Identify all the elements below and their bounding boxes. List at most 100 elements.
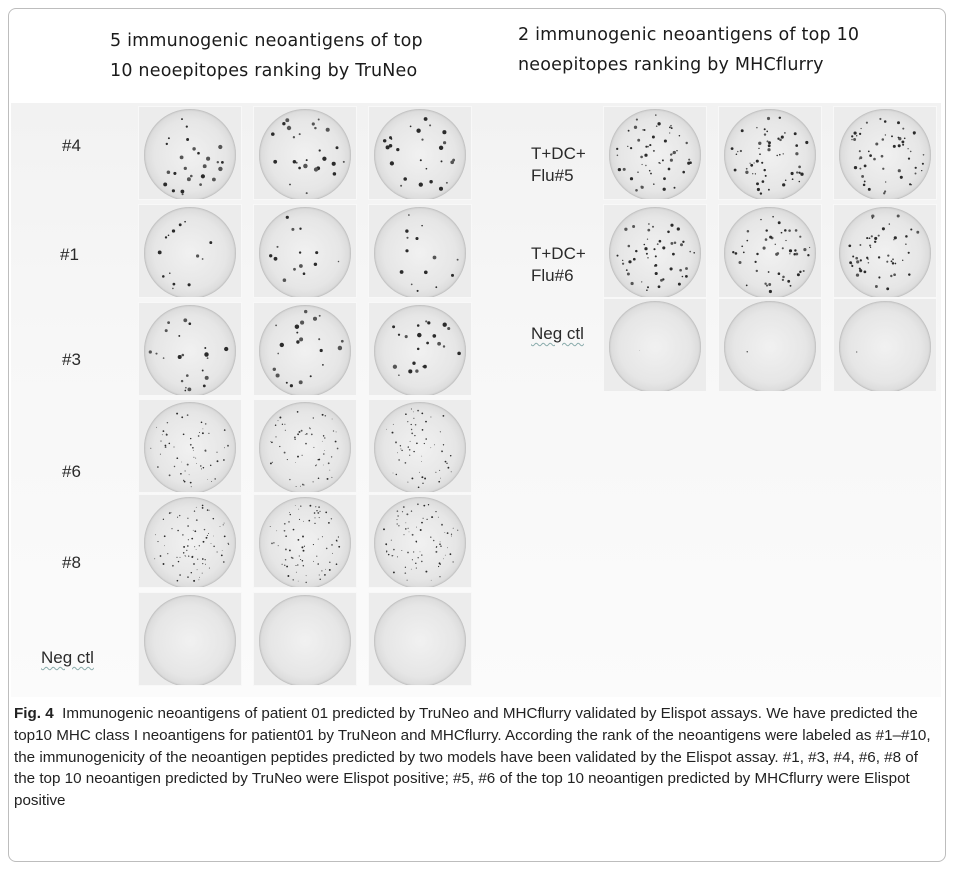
spot: [397, 515, 399, 517]
spot: [187, 539, 189, 541]
spot: [164, 446, 167, 448]
spot: [223, 535, 226, 538]
spot: [421, 461, 422, 462]
spot: [409, 454, 411, 456]
spot: [315, 465, 317, 467]
spot: [450, 535, 452, 537]
spot: [774, 243, 777, 246]
spot: [335, 431, 337, 433]
spot: [180, 472, 182, 475]
spot: [869, 244, 872, 247]
spot: [337, 260, 340, 263]
spot: [322, 364, 324, 366]
spot: [318, 458, 321, 461]
spot: [201, 504, 204, 507]
spot: [202, 562, 204, 565]
spot: [633, 125, 638, 129]
spot: [298, 555, 300, 557]
spot: [286, 565, 289, 568]
spot: [681, 275, 684, 278]
spot: [294, 505, 296, 506]
elispot-well: [144, 305, 236, 395]
spot: [685, 275, 688, 278]
spot: [315, 506, 317, 508]
spot: [179, 155, 184, 160]
spot: [909, 150, 912, 153]
spot: [318, 517, 320, 519]
spot: [767, 144, 771, 148]
spot: [762, 246, 766, 250]
spot: [871, 217, 874, 219]
spot: [340, 339, 344, 343]
spot: [216, 451, 218, 453]
spot: [850, 263, 853, 265]
spot: [645, 164, 647, 167]
spot: [312, 544, 314, 546]
spot: [863, 270, 867, 274]
spot: [678, 135, 681, 137]
elispot-well: [144, 497, 236, 587]
spot: [738, 261, 742, 264]
spot: [322, 464, 324, 466]
spot: [193, 579, 196, 582]
spot: [221, 161, 224, 164]
spot: [411, 559, 413, 561]
spot: [647, 145, 649, 148]
spot: [316, 510, 318, 512]
spot: [627, 145, 629, 148]
spot: [794, 249, 797, 252]
spot: [410, 423, 412, 426]
spot: [439, 543, 441, 545]
spot: [396, 556, 398, 558]
spot: [871, 214, 875, 218]
spot: [750, 163, 754, 167]
spot: [417, 556, 419, 559]
spot: [298, 133, 301, 136]
spot: [438, 145, 444, 150]
spot: [781, 247, 784, 250]
spot: [642, 129, 644, 131]
spot: [220, 554, 223, 557]
spot: [388, 144, 393, 148]
spot: [183, 166, 187, 171]
spot: [386, 551, 388, 553]
spot: [921, 162, 924, 165]
spot: [177, 560, 180, 563]
spot: [183, 545, 186, 548]
spot: [342, 160, 345, 163]
spot: [772, 215, 774, 218]
spot: [659, 162, 661, 164]
spot: [421, 476, 424, 479]
spot: [416, 541, 418, 543]
spot: [337, 345, 343, 351]
spot: [622, 167, 626, 171]
spot: [647, 286, 649, 289]
spot: [756, 126, 758, 129]
spot: [331, 418, 333, 420]
spot: [336, 447, 339, 450]
spot: [782, 183, 786, 187]
spot: [171, 189, 175, 193]
spot: [415, 567, 417, 569]
spot: [308, 519, 311, 522]
spot: [432, 334, 437, 338]
spot: [759, 192, 763, 195]
spot: [204, 558, 206, 561]
spot: [297, 564, 299, 566]
spot: [403, 534, 405, 536]
spot: [187, 283, 191, 287]
spot: [297, 433, 299, 436]
spot: [853, 138, 857, 141]
row-label: #3: [62, 350, 81, 369]
spot: [325, 511, 328, 514]
spot: [406, 236, 409, 239]
elispot-well: [259, 207, 351, 297]
spot: [208, 533, 209, 534]
spot: [892, 144, 896, 148]
spot: [269, 462, 272, 465]
spot: [328, 568, 331, 571]
elispot-well: [259, 497, 351, 587]
spot: [660, 278, 663, 282]
spot: [300, 505, 302, 507]
spot: [416, 289, 419, 292]
